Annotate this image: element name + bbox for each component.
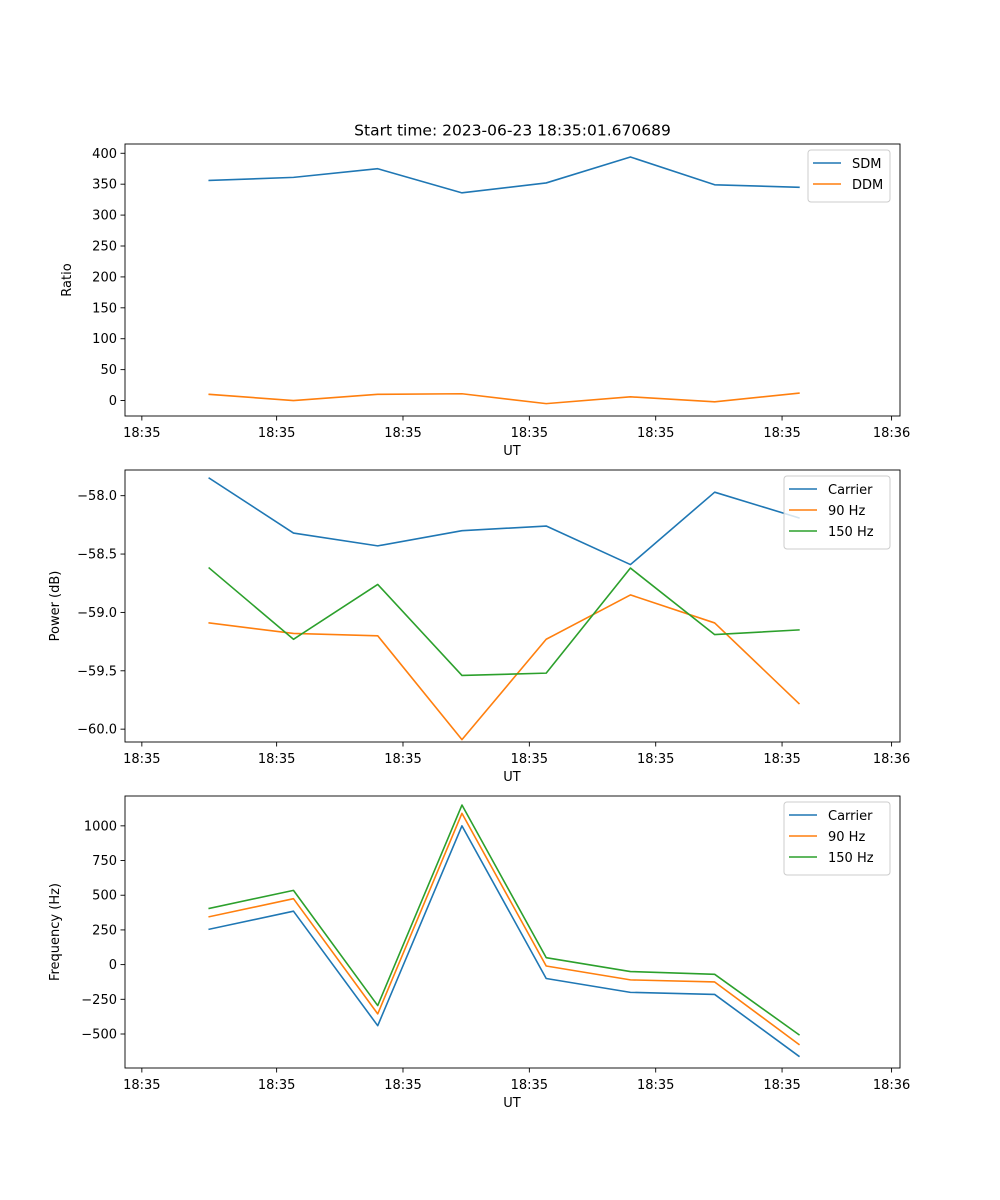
axes-frame	[124, 469, 901, 743]
x-tick-label: 18:36	[873, 426, 910, 441]
legend-label: Carrier	[828, 483, 873, 498]
chart-panel-3: 18:35 18:35 18:35 18:35 18:35 18:35 18:36 −500 −…	[48, 795, 910, 1111]
y-tick-label: 250	[92, 923, 117, 938]
legend: Carrier 90 Hz 150 Hz	[783, 801, 891, 876]
legend-label: 90 Hz	[828, 830, 865, 845]
x-axis-label: UT	[503, 770, 521, 785]
legend-label: DDM	[852, 178, 883, 193]
y-tick-label: −59.5	[77, 664, 117, 679]
x-tick-label: 18:35	[763, 752, 800, 767]
x-tick-label: 18:35	[258, 1078, 295, 1093]
y-tick-label: −59.0	[77, 606, 117, 621]
x-axis-label: UT	[503, 1096, 521, 1111]
y-tick-label: 50	[100, 363, 117, 378]
series-line-sdm	[208, 156, 800, 194]
panels: 18:35 18:35 18:35 18:35 18:35 18:35 18:36 0 50 10…	[48, 143, 910, 1111]
legend: SDM DDM	[807, 149, 891, 203]
legend-label: SDM	[852, 157, 881, 172]
series-line-carrier	[208, 825, 801, 1058]
y-axis-label: Frequency (Hz)	[48, 883, 63, 981]
x-tick-label: 18:35	[123, 752, 160, 767]
y-tick-label: −58.5	[77, 548, 117, 563]
y-tick-label: −60.0	[77, 723, 117, 738]
y-tick-label: 350	[92, 178, 117, 193]
x-tick-label: 18:35	[123, 426, 160, 441]
chart-panel-1: 18:35 18:35 18:35 18:35 18:35 18:35 18:36 0 50 10…	[60, 143, 910, 459]
series-line-carrier	[208, 477, 800, 566]
series-line-ddm	[208, 392, 800, 405]
x-tick-label: 18:36	[873, 1078, 910, 1093]
legend-label: 90 Hz	[828, 504, 865, 519]
y-tick-label: −500	[81, 1028, 117, 1043]
y-tick-label: 400	[92, 147, 117, 162]
x-tick-label: 18:35	[511, 426, 548, 441]
x-tick-label: 18:36	[873, 752, 910, 767]
legend-label: 150 Hz	[828, 851, 874, 866]
legend: Carrier 90 Hz 150 Hz	[783, 475, 891, 550]
y-tick-label: 150	[92, 301, 117, 316]
y-tick-label: 0	[109, 394, 117, 409]
x-tick-label: 18:35	[763, 426, 800, 441]
y-tick-label: −58.0	[77, 489, 117, 504]
x-tick-label: 18:35	[384, 426, 421, 441]
series-line-150-hz	[208, 804, 801, 1036]
series-line-150-hz	[208, 566, 800, 677]
x-tick-label: 18:35	[511, 1078, 548, 1093]
x-tick-label: 18:35	[637, 426, 674, 441]
x-tick-label: 18:35	[511, 752, 548, 767]
y-tick-label: 250	[92, 240, 117, 255]
y-tick-label: 1000	[84, 819, 117, 834]
x-axis-label: UT	[503, 444, 521, 459]
series-line-90-hz	[208, 812, 801, 1046]
figure-title: Start time: 2023-06-23 18:35:01.670689	[354, 122, 671, 140]
axes-frame	[124, 143, 901, 417]
y-axis-label: Ratio	[60, 263, 75, 296]
y-tick-label: 750	[92, 854, 117, 869]
y-tick-label: 500	[92, 889, 117, 904]
y-tick-label: 100	[92, 332, 117, 347]
x-tick-label: 18:35	[384, 1078, 421, 1093]
y-tick-label: 200	[92, 270, 117, 285]
x-tick-label: 18:35	[637, 1078, 674, 1093]
legend-label: Carrier	[828, 809, 873, 824]
legend-label: 150 Hz	[828, 525, 874, 540]
series-line-90-hz	[208, 594, 801, 741]
y-tick-label: 0	[109, 958, 117, 973]
y-tick-label: 300	[92, 209, 117, 224]
x-tick-label: 18:35	[763, 1078, 800, 1093]
axes-frame	[124, 795, 901, 1069]
chart-panel-2: 18:35 18:35 18:35 18:35 18:35 18:35 18:36 −60.0…	[48, 469, 910, 785]
y-tick-label: −250	[81, 993, 117, 1008]
x-tick-label: 18:35	[258, 426, 295, 441]
x-tick-label: 18:35	[123, 1078, 160, 1093]
x-tick-label: 18:35	[258, 752, 295, 767]
x-tick-label: 18:35	[637, 752, 674, 767]
x-tick-label: 18:35	[384, 752, 421, 767]
y-axis-label: Power (dB)	[48, 571, 63, 642]
